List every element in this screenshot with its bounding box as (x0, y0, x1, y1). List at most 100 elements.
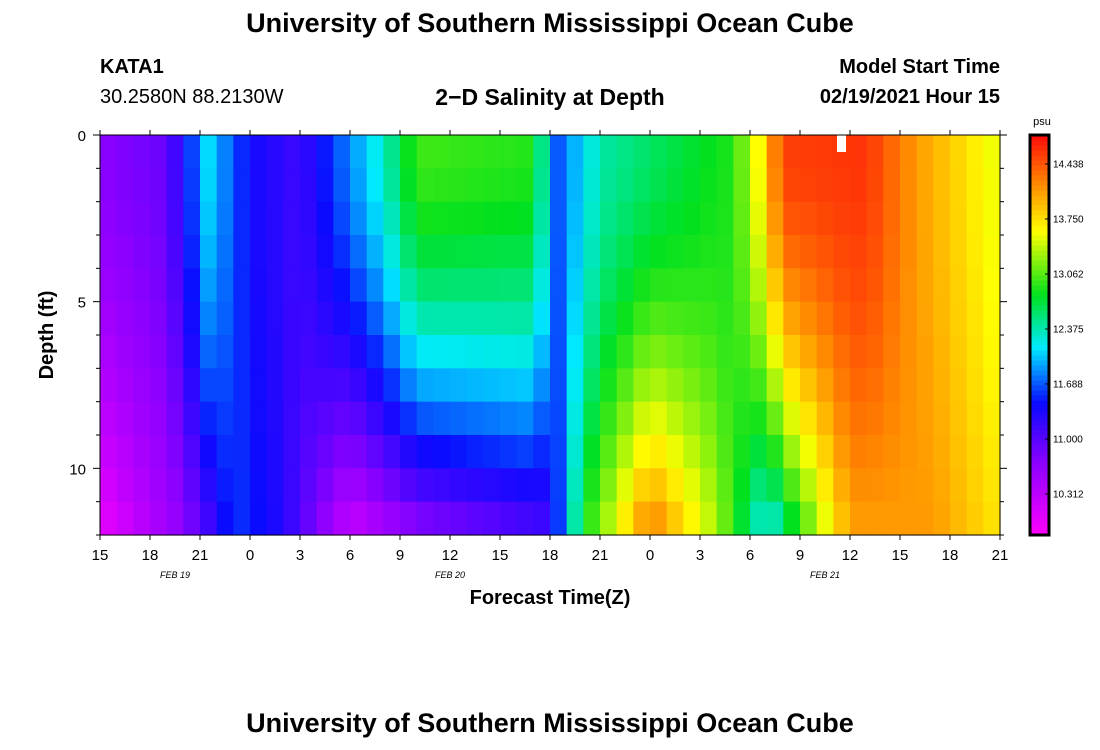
x-tick-label: 3 (696, 547, 704, 564)
heatmap-cell (833, 335, 851, 369)
heatmap-cell (366, 468, 384, 503)
heatmap-cell (316, 501, 334, 536)
heatmap-cell (433, 168, 451, 203)
heatmap-cell (266, 268, 284, 303)
heatmap-cell (133, 501, 151, 536)
heatmap-cell (983, 135, 1001, 169)
heatmap-cell (883, 268, 901, 303)
heatmap-cell (100, 335, 118, 369)
heatmap-cell (783, 368, 801, 403)
heatmap-cell (150, 335, 168, 369)
colorbar-segment (1030, 265, 1049, 271)
heatmap-cell (700, 501, 718, 536)
heatmap-cell (300, 135, 318, 169)
heatmap-cell (716, 268, 734, 303)
heatmap-cell (933, 335, 951, 369)
heatmap-cell (300, 168, 318, 203)
colorbar-segment (1030, 305, 1049, 311)
heatmap-cell (550, 168, 568, 203)
heatmap-cell (900, 201, 918, 236)
heatmap-cell (133, 135, 151, 169)
heatmap-cell (366, 435, 384, 469)
heatmap-cell (166, 201, 184, 236)
chart-title: 2−D Salinity at Depth (435, 84, 665, 110)
heatmap-cell (100, 501, 118, 536)
heatmap-cell (250, 435, 268, 469)
heatmap-cell (400, 401, 418, 436)
heatmap-cell (483, 335, 501, 369)
colorbar-frame (1028, 133, 1051, 537)
heatmap-cell (766, 168, 784, 203)
heatmap-cell (350, 201, 368, 236)
colorbar-segment (1030, 150, 1049, 156)
heatmap-cell (783, 335, 801, 369)
heatmap-cell (900, 235, 918, 269)
heatmap-cell (383, 301, 401, 336)
heatmap-cell (133, 401, 151, 436)
heatmap-cell (200, 501, 218, 536)
heatmap-cell (550, 268, 568, 303)
heatmap-cell (166, 468, 184, 503)
x-tick-label: 21 (592, 547, 609, 564)
heatmap-cell (150, 401, 168, 436)
heatmap-cell (400, 201, 418, 236)
heatmap-cell (950, 235, 968, 269)
heatmap-cell (500, 301, 518, 336)
heatmap-cell (583, 501, 601, 536)
heatmap-cell (266, 501, 284, 536)
heatmap-cell (233, 268, 251, 303)
heatmap-cell (100, 135, 118, 169)
heatmap-cell (333, 168, 351, 203)
heatmap-cell (466, 201, 484, 236)
heatmap-cell (283, 268, 301, 303)
heatmap-cell (850, 201, 868, 236)
colorbar-segment (1030, 455, 1049, 461)
heatmap-cell (250, 301, 268, 336)
colorbar-segment (1030, 250, 1049, 256)
colorbar-segment (1030, 375, 1049, 381)
colorbar-segment (1030, 330, 1049, 336)
heatmap-cell (883, 335, 901, 369)
heatmap-cell (700, 368, 718, 403)
colorbar-segment (1030, 170, 1049, 176)
heatmap-cell (816, 335, 834, 369)
heatmap-cell (883, 235, 901, 269)
heatmap-cell (766, 501, 784, 536)
station-id: KATA1 (100, 56, 164, 78)
heatmap-cell (550, 235, 568, 269)
heatmap-cell (800, 135, 818, 169)
heatmap-cell (550, 135, 568, 169)
heatmap-cell (550, 468, 568, 503)
colorbar-segment (1030, 450, 1049, 456)
heatmap-cell (566, 201, 584, 236)
heatmap-cell (433, 435, 451, 469)
heatmap-cell (966, 335, 984, 369)
heatmap-cell (883, 501, 901, 536)
heatmap-cell (533, 201, 551, 236)
heatmap-cell (216, 201, 234, 236)
heatmap-cell (200, 201, 218, 236)
heatmap-cell (283, 468, 301, 503)
heatmap-cell (466, 135, 484, 169)
heatmap-cell (283, 368, 301, 403)
heatmap-cell (800, 235, 818, 269)
heatmap-cell (133, 201, 151, 236)
colorbar-segment (1030, 280, 1049, 286)
heatmap-cell (883, 201, 901, 236)
heatmap-cell (883, 468, 901, 503)
heatmap-cell (566, 335, 584, 369)
heatmap-cell (516, 501, 534, 536)
heatmap-cell (683, 468, 701, 503)
heatmap-cell (916, 368, 934, 403)
sensor-marker (837, 135, 846, 152)
heatmap-cell (550, 368, 568, 403)
heatmap-cell (150, 268, 168, 303)
heatmap-cell (483, 168, 501, 203)
heatmap-cell (483, 368, 501, 403)
heatmap-cell (400, 135, 418, 169)
heatmap-cell (383, 468, 401, 503)
heatmap-cell (966, 401, 984, 436)
x-tick-label: 21 (192, 547, 209, 564)
heatmap-cell (233, 468, 251, 503)
heatmap-cell (866, 335, 884, 369)
